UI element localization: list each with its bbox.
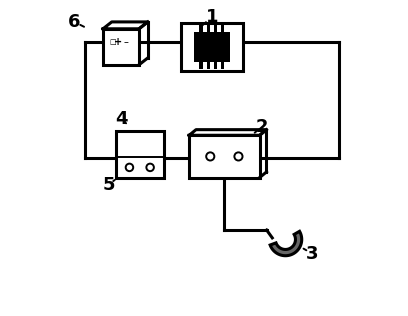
Bar [221,25,224,32]
Bar [214,62,217,69]
Text: 1: 1 [206,8,218,26]
Text: –: – [123,37,128,47]
Bar [194,32,230,62]
Text: 3: 3 [306,245,318,263]
Bar [221,62,224,69]
Bar [214,25,217,32]
Bar [206,62,210,69]
Text: □: □ [110,39,116,45]
Bar [115,131,164,178]
Text: 4: 4 [115,110,127,128]
Bar [200,62,203,69]
Text: 6: 6 [68,13,80,31]
Text: 2: 2 [256,118,268,136]
Bar [103,29,139,65]
Bar [180,22,243,71]
Polygon shape [270,231,302,256]
Text: +: + [114,37,122,47]
Bar [189,135,259,178]
Bar [206,25,210,32]
Bar [200,25,203,32]
Text: 5: 5 [102,176,115,194]
